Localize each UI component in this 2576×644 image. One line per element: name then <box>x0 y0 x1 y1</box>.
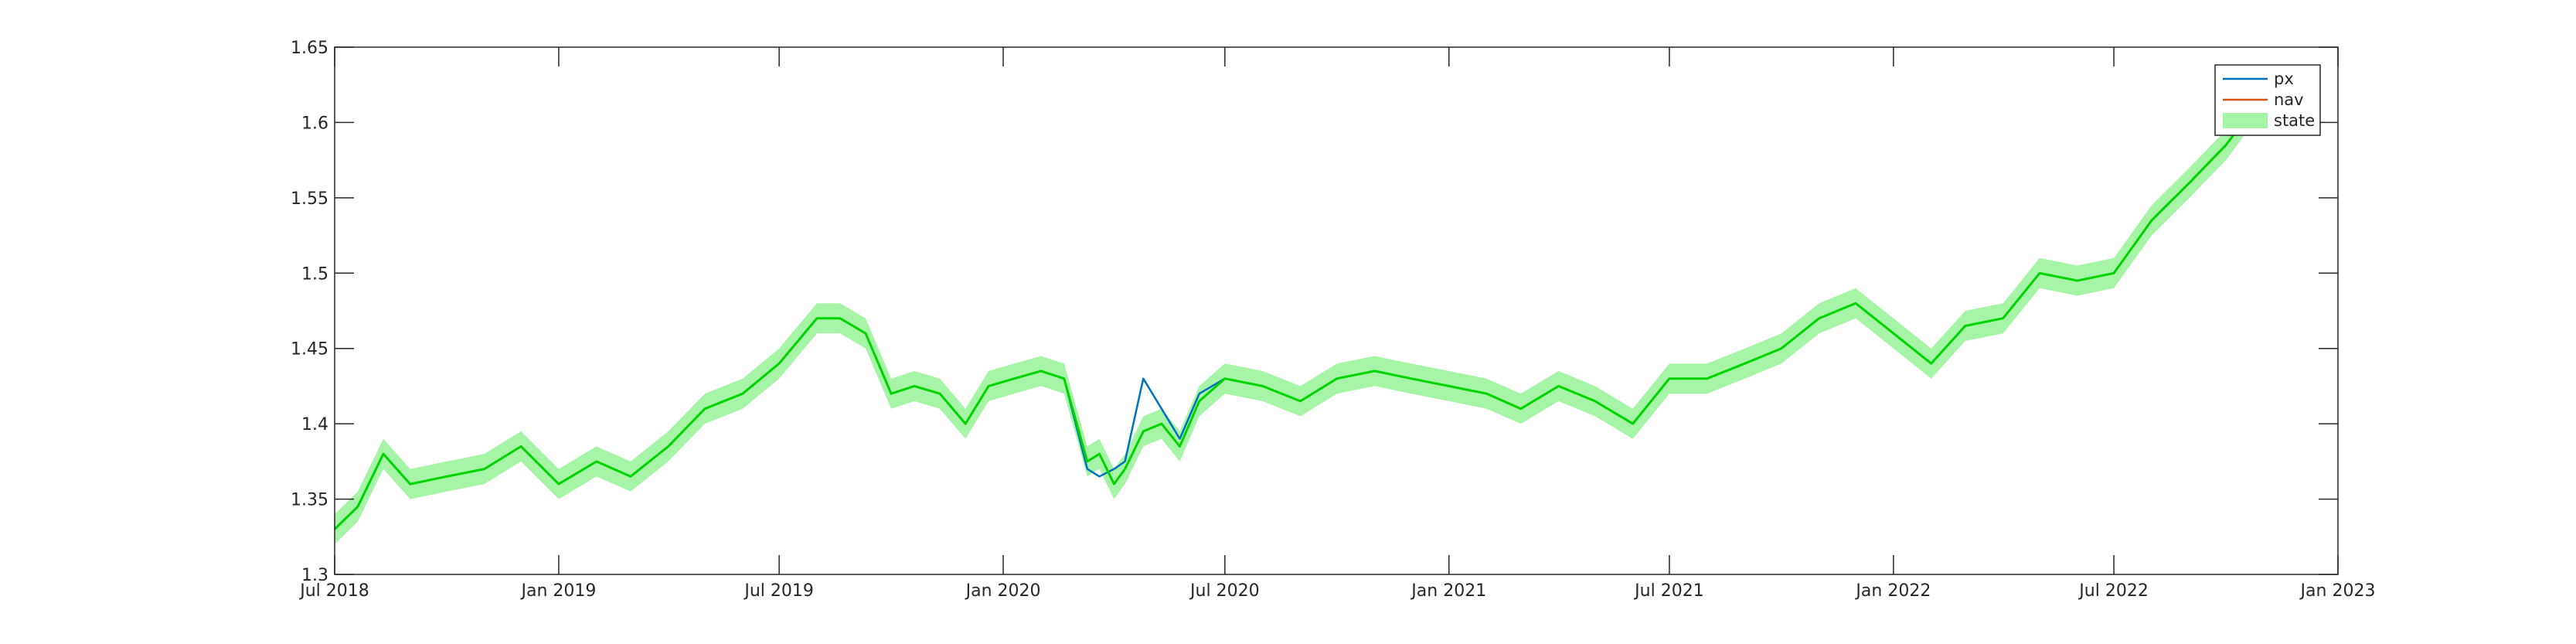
y-tick-label: 1.35 <box>291 491 328 510</box>
x-tick-label: Jan 2019 <box>519 581 596 601</box>
x-tick-label: Jan 2020 <box>965 581 1041 601</box>
legend: px nav state <box>2214 64 2321 136</box>
x-tick-label: Jul 2019 <box>743 581 814 601</box>
y-tick-label: 1.5 <box>301 264 328 284</box>
x-tick-label: Jul 2020 <box>1189 581 1260 601</box>
x-tick-label: Jul 2018 <box>298 581 369 601</box>
legend-label-state: state <box>2274 111 2315 130</box>
x-tick-label: Jan 2022 <box>1854 581 1931 601</box>
axes-box <box>334 46 2339 575</box>
x-tick-label: Jan 2023 <box>2299 581 2376 601</box>
legend-label-nav: nav <box>2274 90 2304 109</box>
y-tick-label: 1.45 <box>291 340 328 359</box>
y-tick-label: 1.6 <box>301 114 328 133</box>
series-layer <box>333 121 2244 530</box>
y-tick-label: 1.55 <box>291 189 328 209</box>
legend-swatch-state <box>2223 113 2268 128</box>
x-tick-label: Jan 2021 <box>1410 581 1486 601</box>
y-tick-label: 1.3 <box>301 566 328 585</box>
legend-label-px: px <box>2274 70 2294 88</box>
y-tick-label: 1.4 <box>301 415 328 434</box>
y-tick-label: 1.65 <box>291 39 328 58</box>
series-line-state <box>333 121 2244 530</box>
tick-layer: Jul 2018 Jan 2019 Jul 2019 Jan 2020 Jul 2020… <box>291 39 2375 601</box>
x-tick-label: Jul 2021 <box>1633 581 1704 601</box>
x-tick-label: Jul 2022 <box>2077 581 2149 601</box>
